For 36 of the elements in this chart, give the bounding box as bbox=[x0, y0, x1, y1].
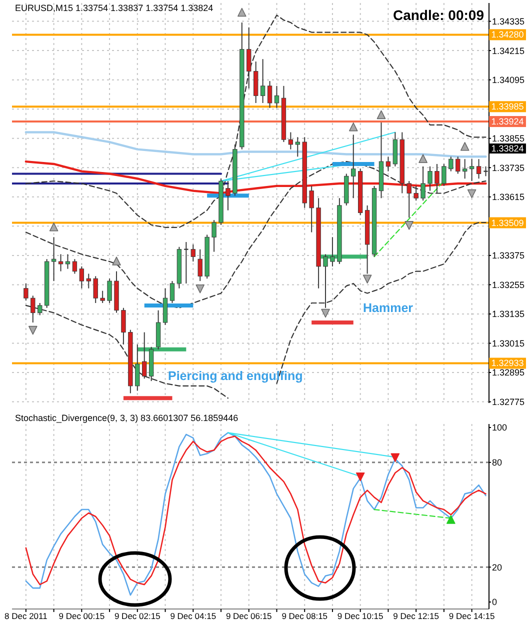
annotation: Hammer bbox=[363, 301, 414, 315]
ref-line-label: 1.34280 bbox=[491, 30, 524, 40]
x-tick-label: 9 Dec 04:15 bbox=[170, 611, 216, 622]
x-tick-label: 9 Dec 06:15 bbox=[226, 611, 272, 622]
y-tick-label: 1.33015 bbox=[492, 338, 525, 348]
y-tick-label: 0 bbox=[492, 597, 498, 608]
x-tick-label: 9 Dec 08:15 bbox=[282, 611, 328, 622]
annotation: Candle: 00:09 bbox=[392, 7, 484, 23]
y-tick-label: 100 bbox=[492, 422, 508, 433]
chart-title: EURUSD,M15 1.33754 1.33837 1.33754 1.33824 bbox=[15, 3, 214, 13]
x-tick-label: 9 Dec 02:15 bbox=[114, 611, 161, 622]
x-tick-label: 9 Dec 14:15 bbox=[448, 611, 496, 622]
x-tick-label: 9 Dec 12:15 bbox=[393, 611, 440, 622]
ref-line-label: 1.33924 bbox=[491, 116, 524, 127]
chart-title: Stochastic_Divergence(9, 3, 3) 83.6601307 56.1859446 bbox=[15, 413, 238, 423]
y-tick-label: 1.34095 bbox=[492, 75, 525, 86]
y-tick-label: 80 bbox=[492, 458, 502, 468]
y-tick-label: 1.34335 bbox=[492, 16, 525, 26]
x-tick-label: 8 Dec 2011 bbox=[4, 611, 48, 622]
y-tick-label: 1.33855 bbox=[492, 134, 525, 144]
y-tick-label: 1.33375 bbox=[492, 250, 525, 261]
annotation: Piercing and engulfing bbox=[168, 369, 303, 383]
ref-line-label: 1.32933 bbox=[491, 358, 524, 368]
y-tick-label: 1.33615 bbox=[492, 192, 525, 202]
x-tick-label: 9 Dec 10:15 bbox=[337, 611, 384, 622]
y-tick-label: 1.33735 bbox=[492, 162, 525, 173]
y-tick-label: 1.32895 bbox=[492, 368, 525, 378]
y-tick-label: 1.34215 bbox=[492, 46, 525, 56]
y-tick-label: 1.32775 bbox=[492, 396, 525, 407]
y-tick-label: 1.33135 bbox=[492, 309, 525, 320]
ref-line-label: 1.33985 bbox=[491, 102, 524, 112]
y-tick-label: 20 bbox=[492, 562, 502, 572]
y-tick-label: 1.33255 bbox=[492, 280, 525, 290]
ref-line-label: 1.33509 bbox=[491, 218, 524, 228]
x-tick-label: 9 Dec 00:15 bbox=[58, 611, 105, 622]
text: 1.33824 bbox=[491, 144, 524, 154]
